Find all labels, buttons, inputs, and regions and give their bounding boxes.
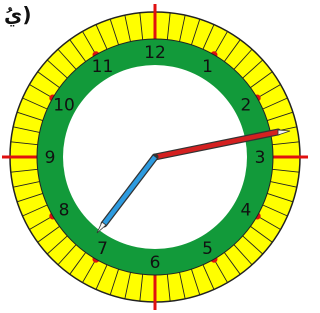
hour-number: 10: [53, 96, 75, 116]
hour-number: 2: [241, 96, 252, 116]
hour-number: 1: [202, 57, 213, 77]
hour-number: 6: [150, 253, 161, 273]
hour-number: 8: [59, 201, 70, 221]
hour-number: 4: [241, 201, 252, 221]
hour-number: 3: [255, 148, 266, 168]
hour-number: 7: [97, 239, 108, 259]
hour-number: 12: [144, 43, 166, 63]
hour-number: 5: [202, 239, 213, 259]
hour-number: 9: [45, 148, 56, 168]
hour-number: 11: [92, 57, 114, 77]
question-label: يُ): [4, 3, 31, 28]
